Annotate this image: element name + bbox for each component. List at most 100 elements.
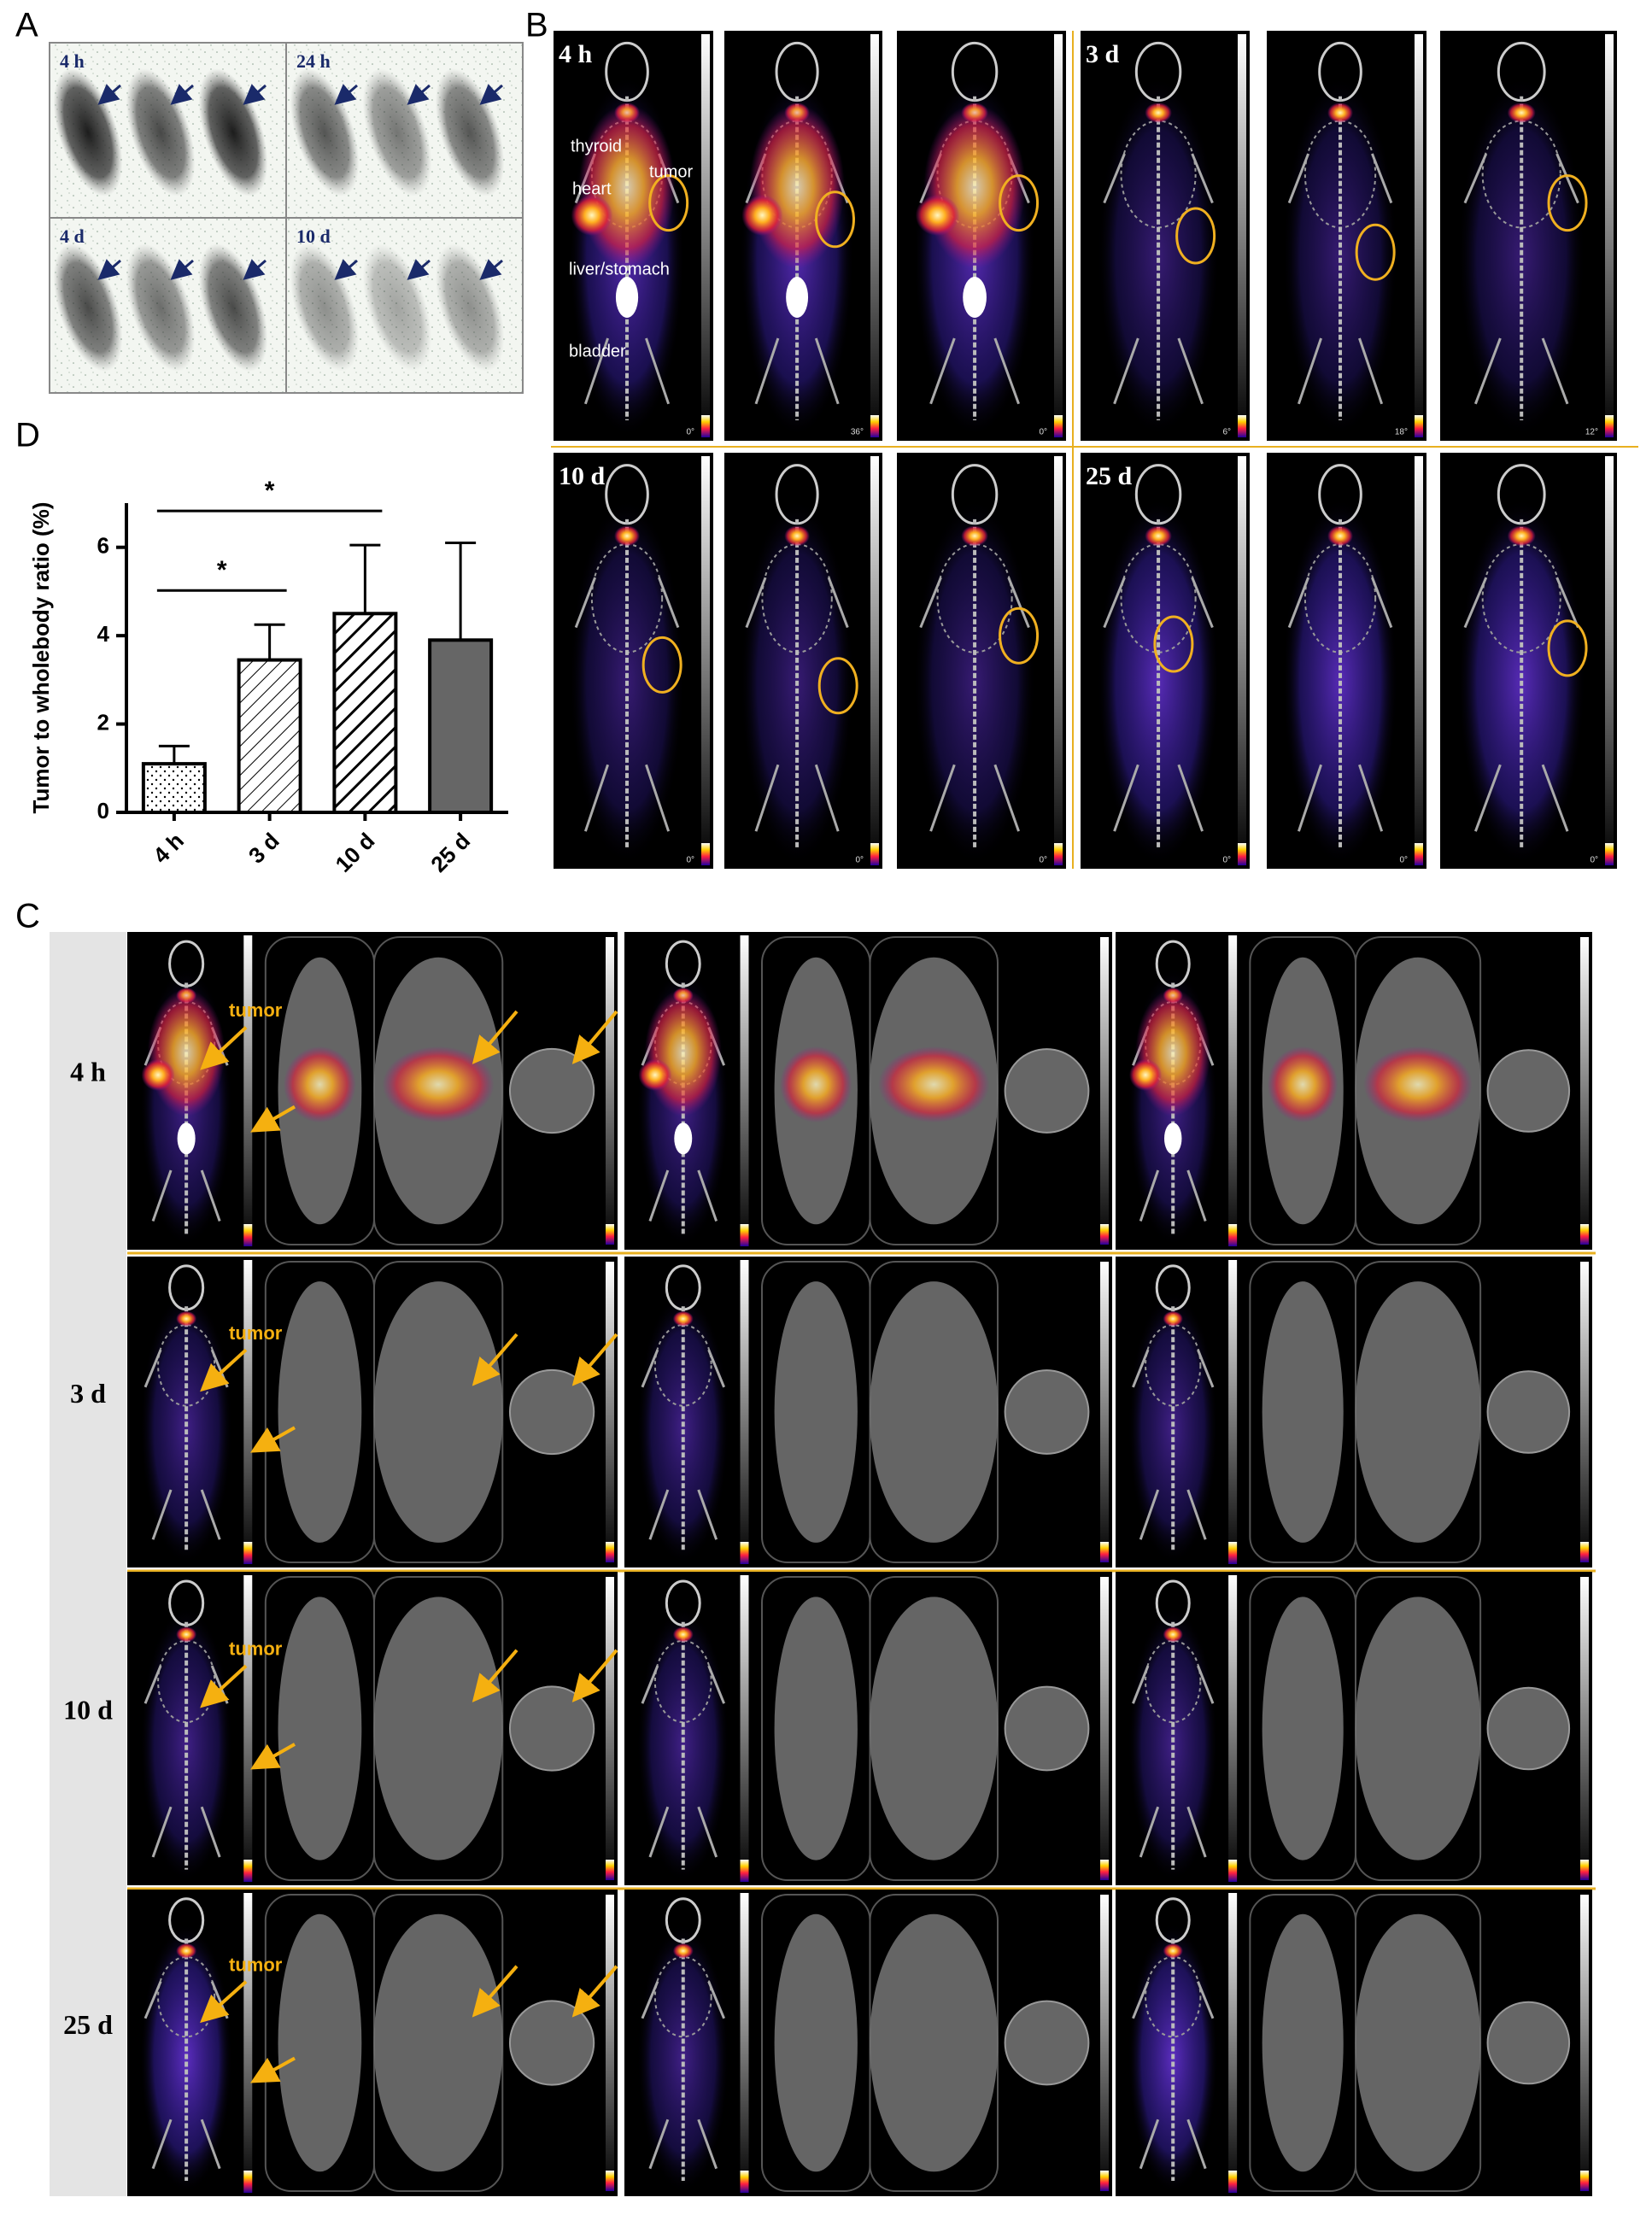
scale-bar bbox=[740, 1260, 749, 1564]
tumor-arrow bbox=[170, 84, 194, 105]
timepoint-label: 10 d bbox=[63, 1694, 113, 1725]
color-bar bbox=[1580, 1860, 1589, 1880]
thyroid-spot bbox=[961, 525, 988, 547]
organ-label: bladder bbox=[569, 342, 626, 360]
panel-label: B bbox=[525, 7, 548, 44]
organ-label: heart bbox=[572, 179, 612, 198]
color-bar bbox=[243, 1860, 253, 1882]
color-bar bbox=[740, 2171, 749, 2193]
ribcage bbox=[653, 1955, 712, 2038]
tumor-circle bbox=[1547, 174, 1588, 232]
timepoint-label: 4 d bbox=[60, 226, 85, 247]
ct-slice bbox=[1355, 1913, 1481, 2172]
angle-label: 12° bbox=[1585, 428, 1598, 437]
tumor-arrow bbox=[472, 1965, 518, 2018]
thyroid-spot bbox=[1163, 1310, 1183, 1327]
tumor-arrow bbox=[479, 84, 503, 105]
scale-bar bbox=[1580, 937, 1589, 1245]
tumor-arrow bbox=[472, 1333, 518, 1386]
limbs bbox=[1132, 1981, 1215, 2170]
uptake-glow bbox=[1097, 75, 1220, 437]
organ-label: liver/stomach bbox=[569, 260, 670, 278]
row-label-column bbox=[50, 932, 126, 2196]
bar bbox=[237, 658, 302, 814]
tumor-arrow bbox=[407, 84, 431, 105]
ct-slice bbox=[774, 1281, 858, 1543]
tumor-arrow bbox=[170, 259, 194, 280]
tumor-circle bbox=[1153, 615, 1194, 673]
limbs bbox=[1463, 153, 1579, 405]
scale-bar bbox=[1580, 1577, 1589, 1880]
color-bar bbox=[1580, 2171, 1589, 2191]
thyroid-spot bbox=[1507, 525, 1536, 547]
ribcage bbox=[936, 543, 1013, 653]
ct-slice bbox=[278, 1597, 362, 1860]
hot-bladder bbox=[615, 277, 639, 318]
y-axis-label: Tumor to wholebody ratio (%) bbox=[28, 502, 54, 814]
tumor-arrow bbox=[97, 259, 121, 280]
timepoint-label: 4 h bbox=[70, 1057, 106, 1087]
uptake bbox=[780, 1046, 852, 1123]
limbs bbox=[641, 1665, 725, 1858]
axial-slice bbox=[508, 2000, 595, 2086]
hot-liver bbox=[741, 195, 783, 236]
limbs bbox=[1132, 1665, 1215, 1858]
scale-bar bbox=[740, 1893, 749, 2193]
color-bar bbox=[1415, 843, 1423, 865]
color-bar bbox=[1580, 1542, 1589, 1562]
color-bar bbox=[1580, 1224, 1589, 1245]
panel-label: A bbox=[15, 7, 38, 44]
hot-liver bbox=[141, 1058, 175, 1091]
limbs bbox=[1463, 577, 1579, 832]
uptake-glow bbox=[1128, 1606, 1218, 1883]
color-bar bbox=[1100, 1542, 1109, 1562]
scale-bar bbox=[243, 1260, 253, 1564]
limbs bbox=[1287, 153, 1393, 405]
thyroid-spot bbox=[1163, 1626, 1183, 1643]
annotation: tumor bbox=[229, 1954, 283, 1976]
tumor-arrow bbox=[250, 1426, 296, 1453]
tumor-arrow bbox=[472, 1649, 518, 1702]
hot-region bbox=[749, 104, 845, 269]
annotation: tumor bbox=[229, 1638, 283, 1660]
axial-slice bbox=[508, 1368, 595, 1456]
ct-slice bbox=[870, 1597, 999, 1860]
color-bar bbox=[1605, 415, 1614, 437]
color-bar bbox=[1228, 1542, 1238, 1564]
thyroid-spot bbox=[176, 1943, 197, 1959]
tumor-circle bbox=[1547, 619, 1588, 677]
y-tick-label: 4 bbox=[97, 621, 110, 647]
axial-slice bbox=[1004, 1685, 1090, 1772]
scale-bar bbox=[1415, 34, 1423, 437]
ct-slice bbox=[278, 1913, 362, 2172]
tumor-arrow bbox=[243, 259, 267, 280]
ribcage bbox=[653, 1324, 712, 1407]
tumor-circle bbox=[648, 174, 689, 232]
ct-slice bbox=[870, 1913, 999, 2172]
scale-bar bbox=[1100, 1895, 1109, 2191]
tumor-arrow bbox=[571, 1965, 618, 2018]
thyroid-spot bbox=[1507, 103, 1536, 123]
timepoint-label: 24 h bbox=[296, 50, 331, 72]
thyroid-spot bbox=[672, 1943, 694, 1959]
color-bar bbox=[1054, 415, 1063, 437]
tumor-arrow bbox=[200, 1026, 248, 1070]
limbs bbox=[919, 577, 1030, 832]
angle-label: 0° bbox=[1039, 856, 1047, 865]
color-bar bbox=[243, 1542, 253, 1564]
axial-slice bbox=[1004, 1369, 1090, 1455]
hot-liver bbox=[915, 195, 960, 236]
color-bar bbox=[1228, 1860, 1238, 1882]
thyroid-spot bbox=[1145, 525, 1172, 547]
color-bar bbox=[701, 415, 710, 437]
limbs bbox=[1287, 577, 1393, 832]
y-tick-label: 2 bbox=[97, 709, 109, 735]
hot-bladder bbox=[786, 277, 809, 318]
hot-bladder bbox=[674, 1122, 693, 1155]
limbs bbox=[641, 1981, 725, 2170]
uptake bbox=[284, 1046, 356, 1123]
scale-bar bbox=[1228, 935, 1238, 1246]
uptake-glow bbox=[140, 1606, 233, 1883]
annotation: tumor bbox=[229, 1322, 283, 1344]
